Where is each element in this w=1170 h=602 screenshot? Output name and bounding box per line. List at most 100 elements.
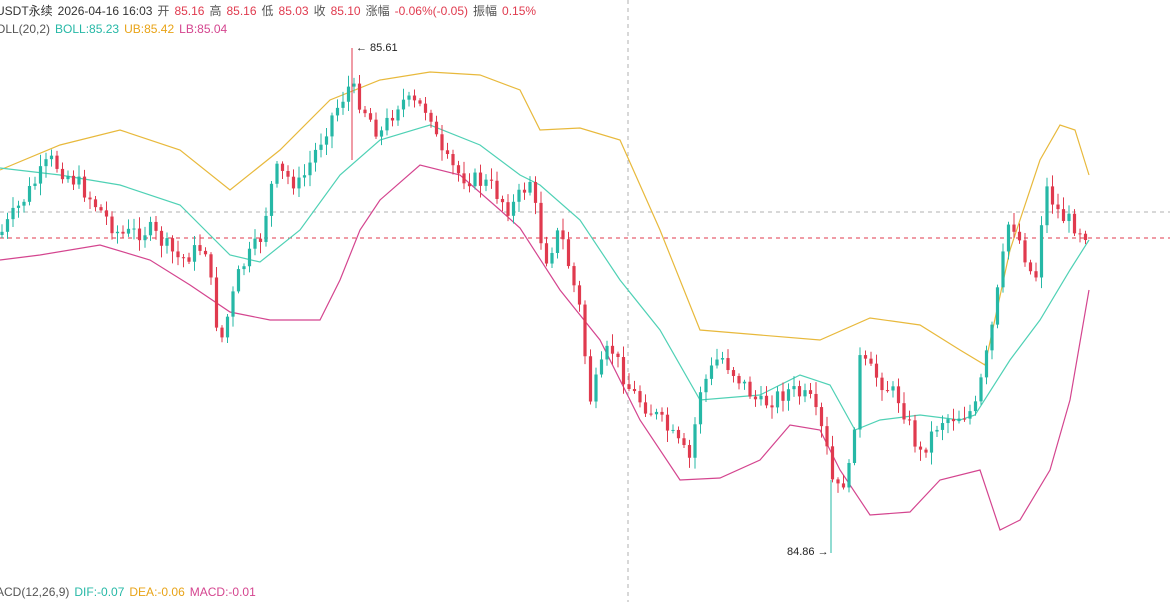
macd-info-bar: ACD(12,26,9) DIF:-0.07 DEA:-0.06 MACD:-0.01 xyxy=(0,585,261,599)
candle-54 xyxy=(297,166,301,198)
macd-dif-value: DIF:-0.07 xyxy=(74,585,125,599)
candle-body xyxy=(676,429,681,439)
boll-ub-value: UB:85.42 xyxy=(124,22,175,36)
candle-108 xyxy=(594,367,598,409)
candle-body xyxy=(935,429,939,432)
candle-106 xyxy=(583,300,587,365)
candle-body xyxy=(1061,209,1066,222)
candle-body xyxy=(176,251,180,258)
candle-123 xyxy=(676,426,681,444)
candle-body xyxy=(781,391,785,401)
candle-32 xyxy=(176,240,180,266)
candle-body xyxy=(1067,213,1071,222)
candle-158 xyxy=(869,351,873,366)
candle-body xyxy=(346,86,351,102)
candle-body xyxy=(946,419,950,424)
candle-body xyxy=(627,384,631,390)
candle-body xyxy=(247,248,252,267)
candle-body xyxy=(280,163,285,171)
candle-body xyxy=(11,207,15,220)
candle-body xyxy=(819,407,824,427)
candle-body xyxy=(297,177,301,189)
candle-13 xyxy=(71,170,76,190)
candle-body xyxy=(368,113,373,120)
candle-body xyxy=(792,386,796,390)
candle-body xyxy=(995,287,1000,325)
candle-body xyxy=(462,173,466,184)
candle-142 xyxy=(781,382,785,412)
candle-75 xyxy=(412,89,417,108)
candle-110 xyxy=(605,340,609,366)
candle-body xyxy=(742,381,747,384)
candle-195 xyxy=(1072,209,1077,236)
candle-167 xyxy=(918,441,923,461)
candle-72 xyxy=(396,105,400,126)
candle-112 xyxy=(616,351,620,368)
candle-body xyxy=(77,176,81,185)
boll-upper-band xyxy=(0,71,1090,366)
candle-178 xyxy=(979,373,983,405)
candle-68 xyxy=(374,112,378,139)
candle-39 xyxy=(214,267,219,332)
candle-92 xyxy=(506,194,510,222)
symbol-label: USDT永续 xyxy=(0,4,53,18)
candle-body xyxy=(583,304,587,357)
candle-body xyxy=(165,238,169,246)
candle-11 xyxy=(60,162,65,184)
candle-42 xyxy=(231,286,235,327)
candle-body xyxy=(660,411,664,415)
candle-body xyxy=(429,112,433,122)
candles xyxy=(0,48,1088,553)
candle-body xyxy=(1050,186,1055,205)
candle-body xyxy=(385,117,389,131)
candle-9 xyxy=(49,149,54,167)
candle-body xyxy=(396,109,400,121)
candle-159 xyxy=(874,354,879,387)
candle-57 xyxy=(313,142,318,172)
candle-190 xyxy=(1045,177,1049,233)
candle-body xyxy=(390,117,395,121)
candle-body xyxy=(863,355,868,359)
candle-body xyxy=(1006,224,1011,252)
candle-136 xyxy=(748,376,752,399)
candle-26 xyxy=(143,226,147,248)
candle-1 xyxy=(5,212,10,239)
candle-127 xyxy=(698,386,703,434)
candle-30 xyxy=(165,232,169,254)
candle-body xyxy=(841,483,846,488)
candle-body xyxy=(407,95,411,100)
candle-107 xyxy=(588,349,593,405)
candle-body xyxy=(610,345,615,354)
candle-body xyxy=(715,359,719,366)
candle-15 xyxy=(82,169,87,202)
candle-body xyxy=(621,357,626,385)
candle-body xyxy=(99,207,103,211)
candle-82 xyxy=(451,149,455,175)
candle-161 xyxy=(885,381,890,393)
candle-body xyxy=(209,254,213,278)
candle-155 xyxy=(852,427,857,466)
candle-body xyxy=(880,377,884,391)
candle-36 xyxy=(198,234,202,256)
close-value: 85.10 xyxy=(330,4,361,18)
candle-body xyxy=(698,392,703,425)
candle-body xyxy=(924,449,928,453)
candle-body xyxy=(451,154,455,166)
candle-97 xyxy=(533,176,538,215)
high-value: 85.16 xyxy=(226,4,257,18)
candle-101 xyxy=(555,227,560,259)
candle-27 xyxy=(148,216,153,241)
candle-76 xyxy=(418,98,422,107)
candle-body xyxy=(187,257,191,262)
candle-84 xyxy=(462,161,466,190)
candle-body xyxy=(341,101,345,108)
candle-body xyxy=(913,420,917,447)
candle-body xyxy=(643,402,648,414)
candle-body xyxy=(907,419,912,421)
candle-118 xyxy=(649,404,653,417)
candle-body xyxy=(814,393,818,408)
candle-body xyxy=(797,386,802,397)
candle-body xyxy=(962,418,967,420)
candle-121 xyxy=(665,407,670,443)
